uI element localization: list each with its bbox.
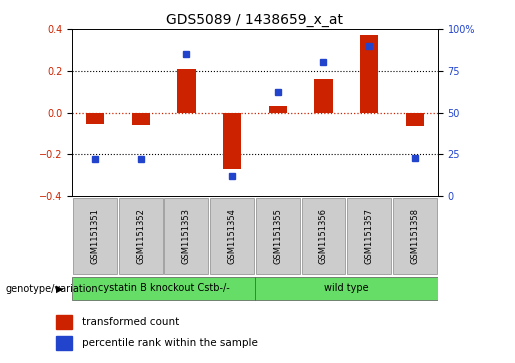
Text: GSM1151353: GSM1151353 (182, 208, 191, 264)
Title: GDS5089 / 1438659_x_at: GDS5089 / 1438659_x_at (166, 13, 344, 26)
Text: GSM1151355: GSM1151355 (273, 208, 282, 264)
Bar (406, 113, 424, 126)
FancyBboxPatch shape (255, 277, 438, 300)
FancyBboxPatch shape (210, 197, 254, 274)
Bar (269, 106, 287, 113)
Text: GSM1151357: GSM1151357 (365, 208, 374, 264)
Text: GSM1151358: GSM1151358 (410, 208, 419, 264)
Bar (360, 35, 379, 113)
Bar (56, 315, 72, 329)
FancyBboxPatch shape (393, 197, 437, 274)
FancyBboxPatch shape (302, 197, 346, 274)
FancyBboxPatch shape (256, 197, 300, 274)
Text: GSM1151356: GSM1151356 (319, 208, 328, 264)
Text: genotype/variation: genotype/variation (5, 284, 98, 294)
Text: cystatin B knockout Cstb-/-: cystatin B knockout Cstb-/- (98, 283, 229, 293)
FancyBboxPatch shape (72, 277, 255, 300)
Bar (177, 69, 196, 113)
Bar (131, 113, 150, 125)
Text: wild type: wild type (324, 283, 369, 293)
FancyBboxPatch shape (73, 197, 117, 274)
FancyBboxPatch shape (347, 197, 391, 274)
Text: ▶: ▶ (56, 284, 63, 294)
FancyBboxPatch shape (119, 197, 163, 274)
Bar (86, 113, 104, 124)
Bar (314, 79, 333, 113)
Text: GSM1151354: GSM1151354 (228, 208, 236, 264)
Bar (223, 113, 241, 169)
FancyBboxPatch shape (164, 197, 208, 274)
Text: GSM1151351: GSM1151351 (91, 208, 99, 264)
Bar (56, 336, 72, 350)
Text: GSM1151352: GSM1151352 (136, 208, 145, 264)
Text: transformed count: transformed count (82, 317, 180, 327)
Text: percentile rank within the sample: percentile rank within the sample (82, 338, 259, 348)
